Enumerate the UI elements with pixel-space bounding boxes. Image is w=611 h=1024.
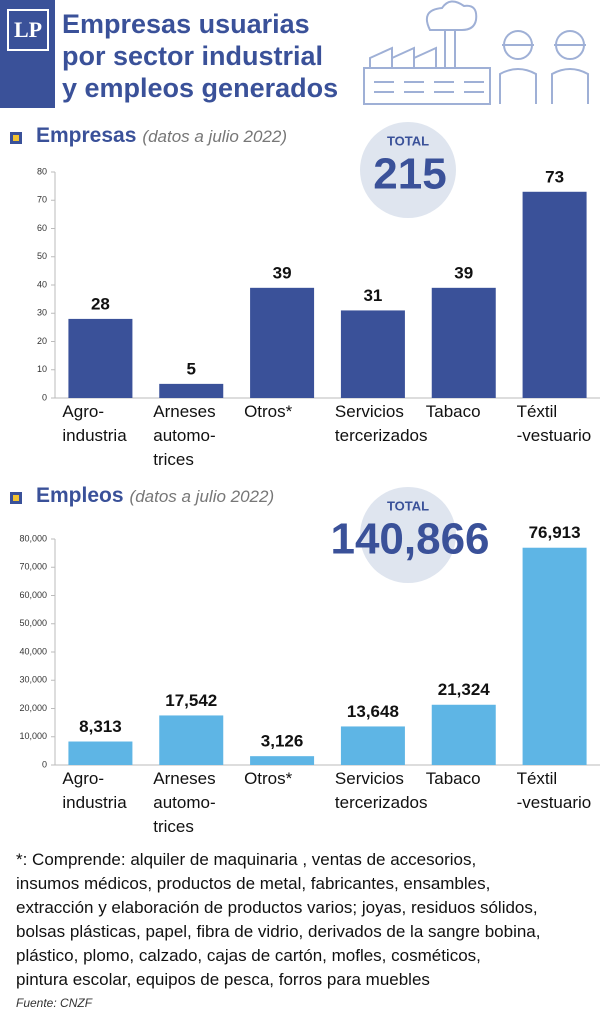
value-label: 3,126 (261, 732, 304, 751)
y-tick-label: 80,000 (19, 533, 47, 543)
x-tick-label: Tabaco (425, 769, 481, 788)
total-label: TOTAL (387, 498, 429, 513)
y-tick-label: 10 (37, 364, 47, 374)
chart-subtitle: (datos a julio 2022) (142, 127, 287, 146)
y-tick-label: 30,000 (19, 675, 47, 685)
value-label: 31 (363, 286, 382, 305)
footnote: *: Comprende: alquiler de maquinaria , v… (16, 850, 541, 989)
x-tick-label: Tabaco (425, 402, 481, 421)
bar (159, 383, 224, 398)
total-circle (360, 487, 456, 583)
value-label: 76,913 (529, 523, 581, 542)
y-tick-label: 60 (37, 223, 47, 233)
bar (340, 310, 405, 398)
logo-box (0, 0, 55, 108)
x-tick-label: Agro- industria (62, 402, 127, 445)
value-label: 39 (454, 263, 473, 282)
y-tick-label: 20 (37, 336, 47, 346)
value-label: 73 (545, 167, 564, 186)
value-label: 8,313 (79, 717, 122, 736)
y-tick-label: 60,000 (19, 590, 47, 600)
bar (340, 726, 405, 765)
bar (250, 287, 315, 398)
bar (250, 756, 315, 765)
industry-icon (363, 0, 589, 105)
y-tick-label: 70,000 (19, 562, 47, 572)
x-tick-label: Agro- industria (62, 769, 127, 812)
value-label: 21,324 (438, 680, 491, 699)
chart-title: Empleos (36, 484, 124, 507)
logo-text: LP (14, 17, 42, 42)
y-tick-label: 50,000 (19, 618, 47, 628)
source: Fuente: CNZF (16, 996, 93, 1010)
value-label: 28 (91, 294, 110, 313)
bar (522, 191, 587, 398)
chart-heading: Empresas (datos a julio 2022) (36, 124, 287, 148)
total-label: TOTAL (387, 133, 429, 148)
bar (159, 715, 224, 765)
section-bullet-inner (13, 495, 19, 501)
total-value: 215 (373, 150, 446, 199)
x-tick-label: Téxtil -vestuario (516, 769, 592, 812)
value-label: 13,648 (347, 702, 399, 721)
bar (431, 704, 496, 765)
y-tick-label: 0 (42, 392, 47, 402)
chart-heading: Empleos (datos a julio 2022) (36, 484, 274, 508)
x-tick-label: Servicios tercerizados (334, 769, 428, 812)
page-title: Empresas usuarias por sector industrial … (62, 9, 339, 103)
y-tick-label: 20,000 (19, 703, 47, 713)
value-label: 17,542 (165, 691, 217, 710)
total-circle (360, 122, 456, 218)
x-tick-label: Servicios tercerizados (334, 402, 428, 445)
total-value: 140,866 (330, 515, 489, 564)
section-bullet-inner (13, 135, 19, 141)
x-tick-label: Arneses automo- trices (153, 402, 216, 469)
y-tick-label: 10,000 (19, 731, 47, 741)
bar (68, 318, 133, 398)
chart-title: Empresas (36, 124, 137, 147)
y-tick-label: 30 (37, 308, 47, 318)
bar (431, 287, 496, 398)
x-tick-label: Téxtil -vestuario (516, 402, 592, 445)
y-tick-label: 50 (37, 251, 47, 261)
y-tick-label: 0 (42, 759, 47, 769)
bar (68, 741, 133, 765)
y-tick-label: 40 (37, 279, 47, 289)
y-tick-label: 80 (37, 166, 47, 176)
x-tick-label: Otros* (244, 402, 293, 421)
y-tick-label: 70 (37, 195, 47, 205)
value-label: 39 (273, 263, 292, 282)
logo-frame (7, 9, 49, 51)
y-tick-label: 40,000 (19, 646, 47, 656)
bar (522, 547, 587, 765)
chart-subtitle: (datos a julio 2022) (129, 487, 275, 506)
value-label: 5 (187, 359, 196, 378)
x-tick-label: Arneses automo- trices (153, 769, 216, 836)
x-tick-label: Otros* (244, 769, 293, 788)
